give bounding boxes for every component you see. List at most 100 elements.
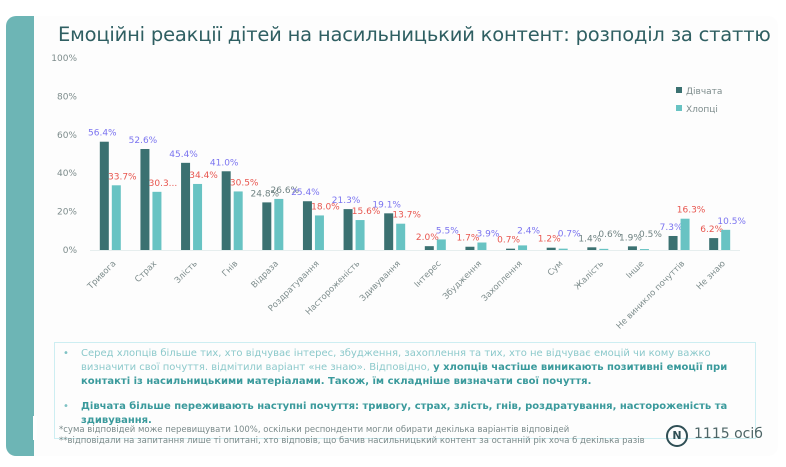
data-label-boys: 15.6% xyxy=(352,207,381,217)
bullet-1: • xyxy=(63,348,69,359)
accent-sidebar xyxy=(6,16,34,456)
bar-boys xyxy=(721,229,731,250)
x-tick-label: Гнів xyxy=(220,259,240,279)
sample-size-label: 1115 осіб xyxy=(694,426,763,442)
data-label-boys: 3.9% xyxy=(477,230,500,240)
bar-chart: 0% 20% 40% 60% 80% 100% 56.4% 33.7% Тривога 52.6%… xyxy=(51,54,746,332)
note-boys-bold: у хлопців частіше виникають позитивні ем… xyxy=(81,362,728,387)
y-tick-label: 80% xyxy=(57,92,77,102)
data-label-girls: 56.4% xyxy=(88,129,117,139)
bar-girls xyxy=(140,149,150,250)
x-tick-label: Не знаю xyxy=(695,259,728,292)
data-label-boys: 13.7% xyxy=(392,211,421,221)
bar-girls xyxy=(181,162,191,250)
bar-girls xyxy=(709,238,719,250)
data-label-girls: 6.2% xyxy=(700,225,723,235)
footnote-1: *сума відповідей може перевищувати 100%,… xyxy=(59,425,570,435)
data-label-girls: 25.4% xyxy=(291,188,320,198)
sample-size-icon: N xyxy=(666,425,688,447)
data-label-boys: 0.7% xyxy=(558,230,581,240)
bar-boys xyxy=(314,215,324,250)
data-label-boys: 33.7% xyxy=(108,172,137,182)
info-box: • Серед хлопців більше тих, хто відчуває… xyxy=(54,342,763,447)
x-tick-label: Збудження xyxy=(441,259,484,302)
legend-swatch xyxy=(676,87,682,93)
data-label-boys: 0.6% xyxy=(598,230,621,240)
data-label-girls: 41.0% xyxy=(210,158,239,168)
data-label-boys: 2.4% xyxy=(517,226,540,236)
legend-swatch xyxy=(676,105,682,111)
data-label-girls: 1.4% xyxy=(578,234,601,244)
y-tick-label: 0% xyxy=(63,246,78,256)
data-label-girls: 21.3% xyxy=(332,196,361,206)
y-tick-label: 60% xyxy=(57,131,77,141)
data-label-girls: 0.7% xyxy=(497,236,520,246)
bar-boys xyxy=(355,220,365,250)
data-label-girls: 1.9% xyxy=(619,233,642,243)
bullet-2: • xyxy=(63,401,69,412)
bar-boys xyxy=(233,191,243,250)
data-label-girls: 2.0% xyxy=(416,233,439,243)
bar-girls xyxy=(343,209,353,250)
data-label-girls: 1.7% xyxy=(457,234,480,244)
bar-girls xyxy=(424,246,434,250)
data-label-boys: 0.5% xyxy=(639,230,662,240)
data-label-boys: 26.6% xyxy=(271,186,300,196)
page-title: Емоційні реакції дітей на насильницький … xyxy=(58,23,771,46)
x-tick-label: Сум xyxy=(546,259,565,278)
bar-boys xyxy=(518,245,528,250)
data-label-girls: 45.4% xyxy=(169,150,198,160)
bar-girls xyxy=(465,246,475,250)
data-label-boys: 30.5% xyxy=(230,178,259,188)
bar-girls xyxy=(99,141,109,250)
note-girls: Дівчата більше переживають наступні почу… xyxy=(81,401,728,426)
bar-boys xyxy=(396,223,406,250)
x-tick-label: Інтерес xyxy=(413,259,444,290)
bar-boys xyxy=(274,198,284,250)
sidebar-notch xyxy=(33,416,37,440)
bar-boys xyxy=(193,183,203,250)
bar-girls xyxy=(546,247,556,250)
bar-girls xyxy=(506,248,516,250)
bar-girls xyxy=(262,202,272,250)
bar-girls xyxy=(384,213,394,250)
y-tick-label: 20% xyxy=(57,208,77,218)
bar-boys xyxy=(558,248,568,250)
legend-label: Хлопці xyxy=(686,105,718,115)
legend-label: Дівчата xyxy=(686,87,722,97)
bar-boys xyxy=(639,249,649,251)
x-tick-label: Захоплення xyxy=(480,259,525,304)
footnote-2: **відповідали на запитання лише ті опита… xyxy=(59,436,645,446)
x-tick-label: Не виникло почуттів xyxy=(615,259,687,331)
x-tick-label: Відраза xyxy=(250,259,281,290)
x-tick-label: Здивування xyxy=(358,259,403,304)
bar-boys xyxy=(599,248,609,250)
data-label-boys: 18.0% xyxy=(311,202,340,212)
bar-boys xyxy=(680,218,690,250)
bar-boys xyxy=(152,191,162,250)
bar-girls xyxy=(668,235,678,250)
bar-girls xyxy=(302,201,312,250)
x-tick-label: Тривога xyxy=(85,259,118,292)
data-label-girls: 19.1% xyxy=(372,200,401,210)
bar-girls xyxy=(627,246,637,250)
data-label-girls: 52.6% xyxy=(129,136,158,146)
note-boys-plain: Серед хлопців більше тих, хто відчуває і… xyxy=(81,348,711,373)
data-label-girls: 7.3% xyxy=(660,223,683,233)
bar-boys xyxy=(477,242,487,250)
x-tick-label: Страх xyxy=(133,259,159,285)
data-label-boys: 10.5% xyxy=(717,217,746,227)
data-label-girls: 1.2% xyxy=(538,235,561,245)
bar-boys xyxy=(436,239,446,250)
y-tick-label: 40% xyxy=(57,169,77,179)
data-label-boys: 16.3% xyxy=(677,206,706,216)
bar-girls xyxy=(221,171,231,250)
bar-girls xyxy=(587,247,597,250)
x-tick-label: Інше xyxy=(625,259,647,281)
data-label-boys: 5.5% xyxy=(436,226,459,236)
y-tick-label: 100% xyxy=(51,54,77,64)
data-label-boys: 34.4% xyxy=(189,171,218,181)
bar-boys xyxy=(111,185,121,250)
x-tick-label: Жалість xyxy=(573,259,606,292)
data-label-girls: 24.8% xyxy=(251,189,280,199)
